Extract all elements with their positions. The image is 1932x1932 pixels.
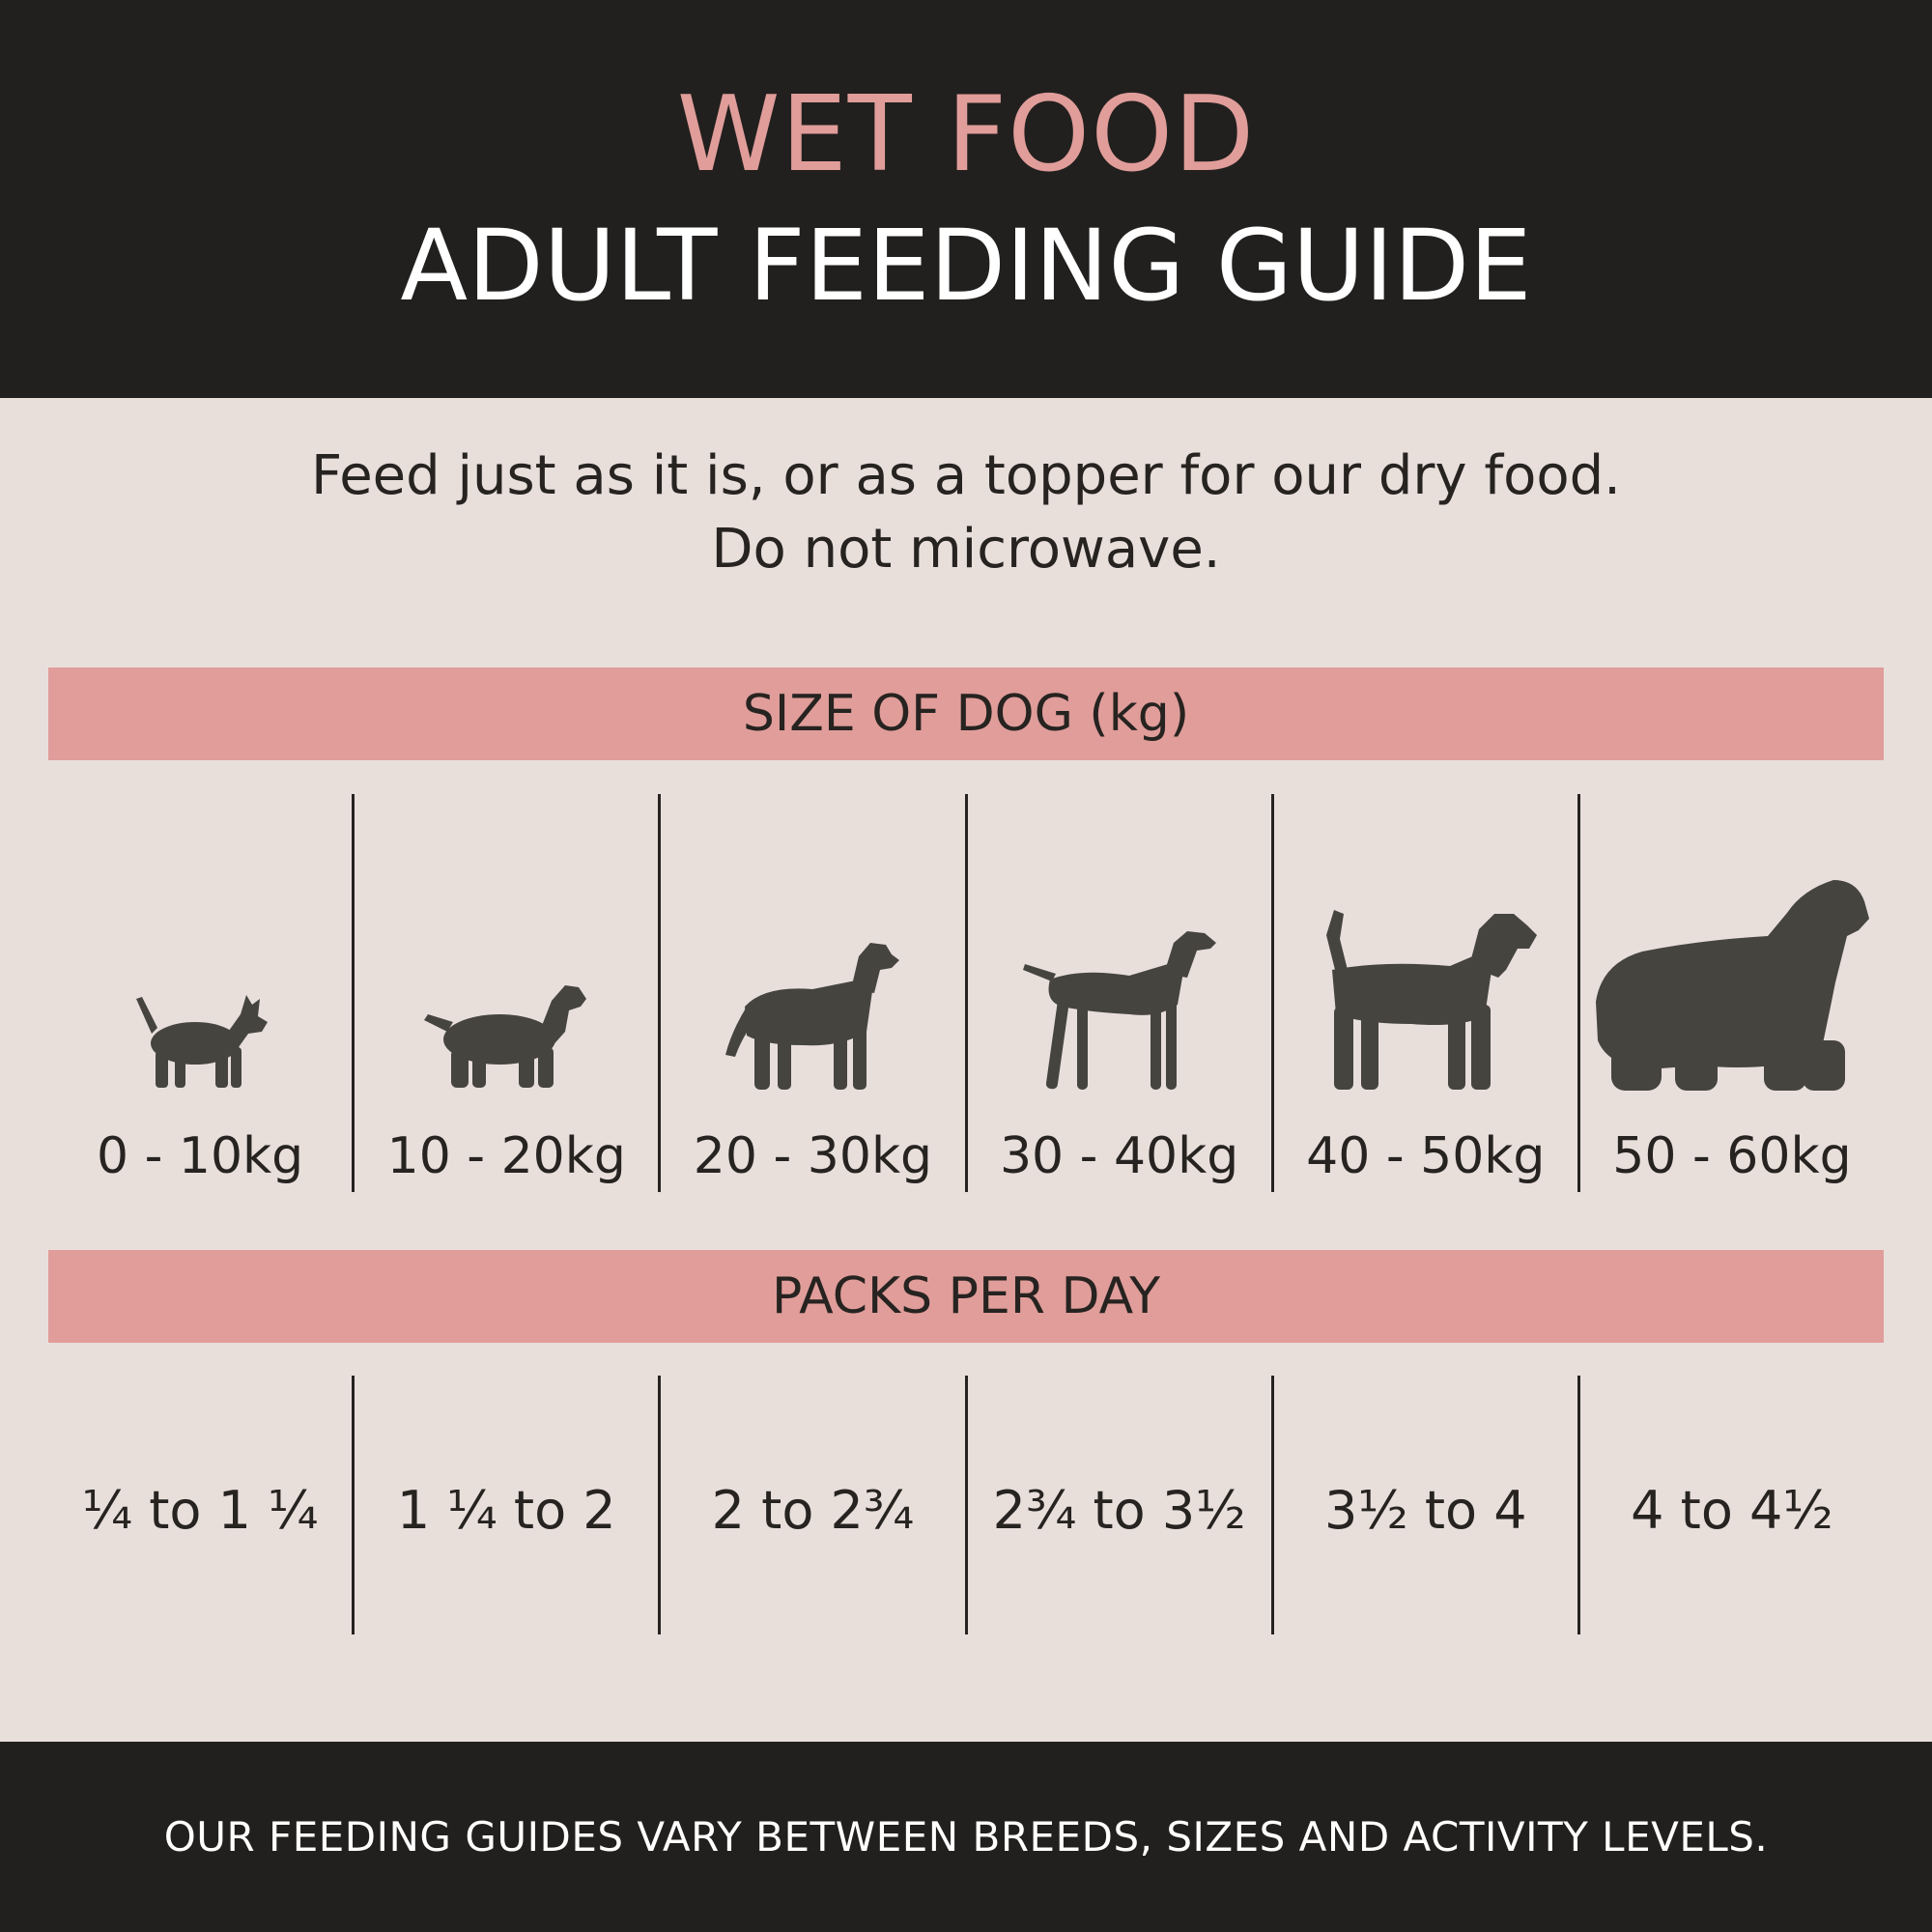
size-column: 0 - 10kg: [48, 794, 355, 1192]
spaniel-icon: [424, 985, 587, 1088]
size-column: 20 - 30kg: [661, 794, 968, 1192]
size-grid: 0 - 10kg 10 - 20kg: [48, 794, 1884, 1192]
small-terrier-icon: [136, 995, 269, 1088]
packs-value: 1 ¼ to 2: [396, 1480, 616, 1541]
weight-label: 50 - 60kg: [1612, 1127, 1852, 1185]
newfoundland-icon: [1596, 880, 1870, 1091]
packs-column: 1 ¼ to 2: [355, 1376, 662, 1634]
weight-label: 0 - 10kg: [96, 1127, 304, 1185]
packs-value: 4 to 4½: [1631, 1480, 1833, 1541]
weight-label: 20 - 30kg: [693, 1127, 933, 1185]
weight-label: 30 - 40kg: [999, 1127, 1239, 1185]
intro-line-2: Do not microwave.: [711, 518, 1221, 581]
packs-value: ¼ to 1 ¼: [81, 1480, 319, 1541]
intro-text: Feed just as it is, or as a topper for o…: [0, 440, 1932, 586]
packs-value: 2 to 2¾: [711, 1480, 915, 1541]
packs-value: 2¾ to 3½: [992, 1480, 1246, 1541]
weight-label: 40 - 50kg: [1306, 1127, 1546, 1185]
footer-note: OUR FEEDING GUIDES VARY BETWEEN BREEDS, …: [0, 1742, 1932, 1932]
packs-per-day-heading: PACKS PER DAY: [48, 1250, 1884, 1343]
title-wet-food: WET FOOD: [676, 74, 1256, 195]
title-adult-feeding-guide: ADULT FEEDING GUIDE: [400, 209, 1532, 324]
header-banner: WET FOOD ADULT FEEDING GUIDE: [0, 0, 1932, 398]
packs-column: 2¾ to 3½: [968, 1376, 1274, 1634]
size-column: 30 - 40kg: [968, 794, 1274, 1192]
size-column: 50 - 60kg: [1580, 794, 1884, 1192]
packs-column: 2 to 2¾: [661, 1376, 968, 1634]
packs-grid: ¼ to 1 ¼ 1 ¼ to 2 2 to 2¾ 2¾ to 3½ 3½ to…: [48, 1376, 1884, 1634]
packs-column: 4 to 4½: [1580, 1376, 1884, 1634]
schnauzer-icon: [1325, 910, 1537, 1090]
intro-line-1: Feed just as it is, or as a topper for o…: [311, 444, 1621, 507]
size-of-dog-heading: SIZE OF DOG (kg): [48, 668, 1884, 760]
packs-value: 3½ to 4: [1323, 1480, 1527, 1541]
weight-label: 10 - 20kg: [386, 1127, 626, 1185]
pointer-icon: [1022, 931, 1216, 1090]
collie-icon: [725, 943, 900, 1090]
packs-column: 3½ to 4: [1274, 1376, 1580, 1634]
size-column: 10 - 20kg: [355, 794, 662, 1192]
size-column: 40 - 50kg: [1274, 794, 1580, 1192]
packs-column: ¼ to 1 ¼: [48, 1376, 355, 1634]
